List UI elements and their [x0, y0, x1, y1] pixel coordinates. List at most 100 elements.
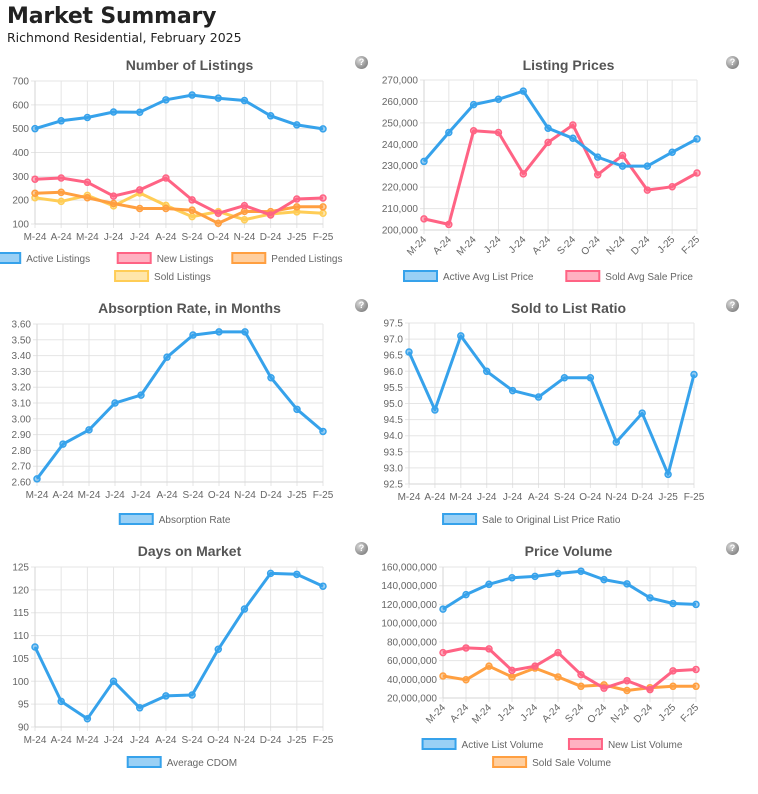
data-point[interactable]: [445, 128, 453, 137]
data-point[interactable]: [240, 201, 249, 210]
data-point[interactable]: [31, 175, 39, 183]
data-point[interactable]: [31, 189, 39, 198]
data-point[interactable]: [319, 209, 327, 218]
data-point[interactable]: [33, 475, 41, 483]
data-point[interactable]: [57, 197, 65, 206]
data-point[interactable]: [593, 170, 602, 179]
data-point[interactable]: [241, 328, 249, 336]
data-point[interactable]: [439, 605, 447, 613]
help-icon[interactable]: ?: [726, 56, 739, 69]
help-icon[interactable]: ?: [726, 299, 739, 312]
data-point[interactable]: [135, 186, 144, 194]
data-point[interactable]: [593, 153, 602, 161]
data-point[interactable]: [431, 406, 439, 414]
data-point[interactable]: [405, 348, 413, 356]
data-point[interactable]: [485, 645, 493, 653]
data-point[interactable]: [643, 186, 652, 194]
data-point[interactable]: [577, 682, 585, 691]
data-point[interactable]: [57, 174, 65, 182]
legend-item[interactable]: Sold Sale Volume: [492, 756, 611, 769]
data-point[interactable]: [469, 100, 478, 109]
data-point[interactable]: [669, 667, 677, 675]
data-point[interactable]: [319, 194, 327, 202]
data-point[interactable]: [83, 194, 92, 202]
data-point[interactable]: [57, 117, 65, 125]
data-point[interactable]: [293, 203, 301, 211]
data-point[interactable]: [240, 215, 249, 224]
data-point[interactable]: [577, 670, 585, 679]
data-point[interactable]: [214, 645, 223, 654]
data-point[interactable]: [214, 219, 223, 228]
data-point[interactable]: [692, 682, 700, 691]
data-point[interactable]: [664, 470, 672, 479]
legend-item[interactable]: Average CDOM: [126, 756, 237, 769]
data-point[interactable]: [188, 691, 196, 699]
data-point[interactable]: [215, 328, 223, 336]
data-point[interactable]: [267, 373, 275, 382]
data-point[interactable]: [162, 692, 170, 700]
data-point[interactable]: [544, 138, 552, 147]
data-point[interactable]: [600, 684, 608, 692]
data-point[interactable]: [623, 686, 631, 695]
data-point[interactable]: [31, 643, 39, 651]
data-point[interactable]: [494, 128, 503, 137]
data-point[interactable]: [623, 676, 631, 685]
data-point[interactable]: [569, 121, 577, 129]
data-point[interactable]: [643, 162, 652, 170]
data-point[interactable]: [162, 174, 170, 182]
data-point[interactable]: [638, 409, 646, 417]
data-point[interactable]: [692, 600, 700, 609]
data-point[interactable]: [618, 162, 627, 170]
data-point[interactable]: [31, 124, 39, 133]
help-icon[interactable]: ?: [355, 542, 368, 555]
data-point[interactable]: [508, 386, 517, 395]
data-point[interactable]: [469, 127, 478, 135]
data-point[interactable]: [623, 580, 631, 588]
data-point[interactable]: [439, 648, 447, 657]
data-point[interactable]: [266, 112, 275, 120]
legend-item[interactable]: Active Listings: [0, 252, 90, 265]
data-point[interactable]: [319, 582, 327, 590]
data-point[interactable]: [83, 178, 92, 187]
data-point[interactable]: [188, 91, 196, 99]
data-point[interactable]: [445, 220, 453, 229]
data-point[interactable]: [669, 599, 677, 608]
data-point[interactable]: [137, 391, 145, 399]
data-point[interactable]: [554, 673, 562, 681]
data-point[interactable]: [577, 567, 585, 575]
data-point[interactable]: [508, 673, 516, 681]
data-point[interactable]: [439, 672, 447, 680]
data-point[interactable]: [612, 438, 621, 446]
data-point[interactable]: [240, 96, 249, 105]
legend-item[interactable]: Sold Listings: [114, 270, 211, 283]
data-point[interactable]: [266, 211, 275, 219]
data-point[interactable]: [482, 367, 491, 376]
data-point[interactable]: [618, 151, 627, 160]
data-point[interactable]: [569, 134, 577, 143]
help-icon[interactable]: ?: [355, 299, 368, 312]
data-point[interactable]: [693, 135, 701, 143]
data-point[interactable]: [485, 580, 493, 589]
help-icon[interactable]: ?: [726, 542, 739, 555]
data-point[interactable]: [188, 196, 196, 204]
data-point[interactable]: [109, 677, 118, 686]
data-point[interactable]: [534, 393, 543, 401]
data-point[interactable]: [162, 96, 170, 104]
data-point[interactable]: [57, 188, 65, 197]
data-point[interactable]: [319, 125, 327, 133]
legend-item[interactable]: New List Volume: [567, 738, 683, 751]
legend-item[interactable]: Sold Avg Sale Price: [565, 270, 693, 283]
data-point[interactable]: [109, 199, 118, 208]
data-point[interactable]: [600, 575, 608, 584]
data-point[interactable]: [85, 426, 93, 434]
data-point[interactable]: [646, 594, 654, 602]
legend-item[interactable]: New Listings: [116, 252, 214, 265]
data-point[interactable]: [646, 685, 654, 694]
data-point[interactable]: [494, 95, 503, 104]
data-point[interactable]: [554, 648, 562, 657]
legend-item[interactable]: Active Avg List Price: [403, 270, 534, 283]
data-point[interactable]: [214, 209, 223, 218]
data-point[interactable]: [668, 182, 676, 191]
data-point[interactable]: [240, 605, 249, 613]
data-point[interactable]: [188, 212, 196, 221]
